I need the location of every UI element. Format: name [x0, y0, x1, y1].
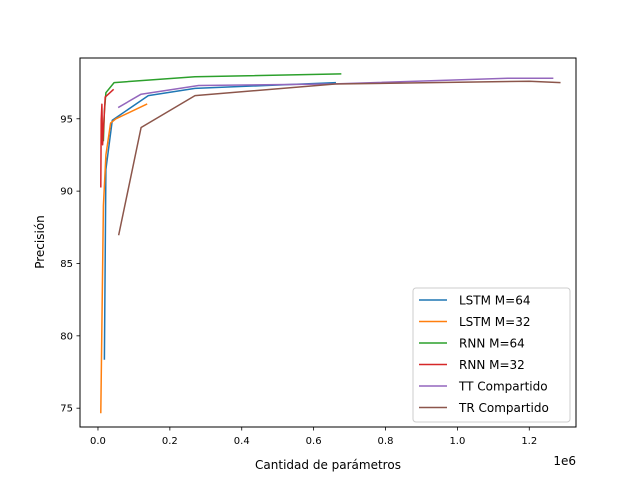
legend-items: LSTM M=64 LSTM M=32 RNN M=64 RNN M=32 TT Com…	[419, 294, 549, 415]
series-line-4	[100, 88, 115, 188]
x-tick-label: 0.2	[162, 436, 178, 447]
legend-label-2: LSTM M=32	[459, 315, 530, 329]
series-line-1	[103, 81, 336, 360]
legend-label-4: RNN M=32	[459, 358, 525, 372]
series-line-2	[100, 103, 148, 414]
x-tick-label: 0.0	[90, 436, 106, 447]
y-axis-ticks: 75 80 85 90 95	[60, 114, 80, 415]
x-tick-label: 0.4	[234, 436, 250, 447]
y-tick-label: 95	[60, 114, 73, 125]
x-tick-label: 1.0	[449, 436, 465, 447]
series-line-5	[117, 77, 554, 109]
y-tick-label: 90	[60, 187, 73, 198]
x-tick-label: 1.2	[521, 436, 537, 447]
axes-frame	[79, 57, 577, 428]
legend-label-3: RNN M=64	[459, 337, 525, 351]
x-tick-label: 0.6	[306, 436, 322, 447]
y-axis-label: Precisión	[33, 215, 47, 269]
x-tick-label: 0.8	[378, 436, 394, 447]
legend-label-6: TR Compartido	[458, 401, 549, 415]
legend-box	[412, 287, 571, 423]
legend-label-5: TT Compartido	[458, 380, 548, 394]
x-axis-offset-label: 1e6	[553, 454, 576, 468]
series-line-6	[117, 80, 561, 236]
y-tick-label: 85	[60, 259, 73, 270]
legend: LSTM M=64 LSTM M=32 RNN M=64 RNN M=32 TT Com…	[412, 287, 571, 423]
x-axis-ticks: 0.0 0.2 0.4 0.6 0.8 1.0 1.2	[90, 427, 537, 447]
y-tick-label: 75	[60, 404, 73, 415]
series-layer	[100, 73, 561, 414]
x-axis-label: Cantidad de parámetros	[255, 458, 401, 472]
y-tick-label: 80	[60, 331, 73, 342]
legend-label-1: LSTM M=64	[459, 294, 530, 308]
